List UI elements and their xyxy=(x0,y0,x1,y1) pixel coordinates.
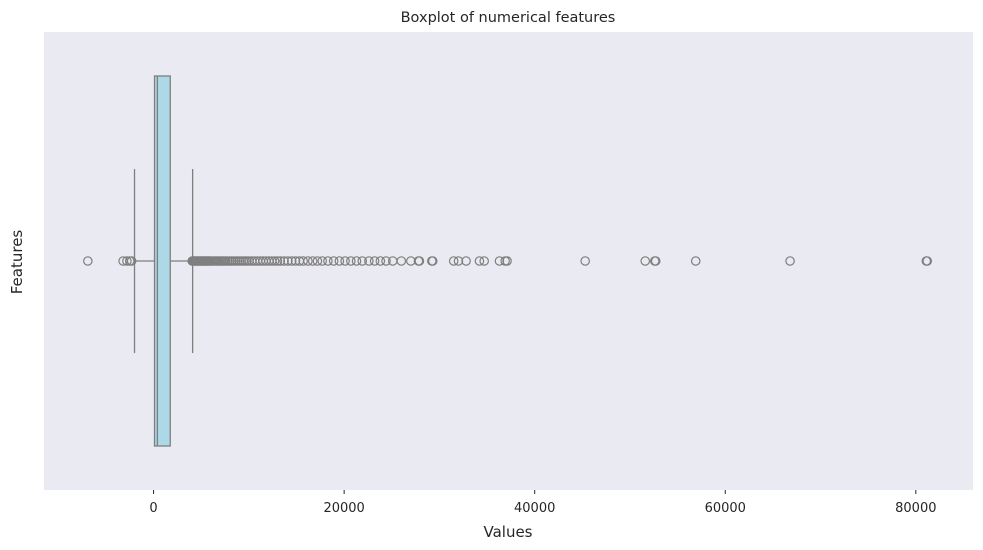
outlier-point xyxy=(307,256,318,266)
outlier-point xyxy=(494,256,505,266)
outlier-point xyxy=(479,256,489,266)
outlier-point xyxy=(922,256,933,266)
x-tick-label: 0 xyxy=(149,501,157,516)
outlier-point xyxy=(269,256,280,266)
outlier-point xyxy=(283,256,293,266)
x-tick-label: 80000 xyxy=(895,501,936,516)
outlier-point xyxy=(290,256,301,266)
outlier-point xyxy=(453,256,464,266)
chart-title: Boxplot of numerical features xyxy=(401,10,616,26)
outlier-point xyxy=(83,256,93,266)
outlier-point xyxy=(427,256,438,266)
outlier-point xyxy=(351,256,362,266)
outlier-point xyxy=(323,256,333,266)
outlier-point xyxy=(275,256,286,266)
outlier-point xyxy=(502,256,512,266)
outlier-point xyxy=(580,256,590,266)
outlier-point xyxy=(279,256,289,266)
outlier-point xyxy=(312,256,323,266)
outlier-point xyxy=(286,256,297,266)
outlier-point xyxy=(690,256,701,266)
outlier-point xyxy=(785,256,795,266)
outlier-point xyxy=(396,256,407,266)
outlier-point xyxy=(357,256,368,266)
outlier-point xyxy=(369,256,380,266)
x-axis-label: Values xyxy=(483,523,532,541)
outlier-point xyxy=(298,256,308,266)
plot-marks xyxy=(83,75,933,447)
outlier-point xyxy=(126,256,137,266)
x-tick-label: 40000 xyxy=(514,501,555,516)
outlier-point xyxy=(364,256,374,266)
outlier-point xyxy=(340,256,350,266)
outlier-point xyxy=(272,256,283,266)
outlier-point xyxy=(461,256,471,266)
outlier-point xyxy=(346,256,356,266)
y-axis-label: Features xyxy=(8,230,26,295)
outlier-point xyxy=(650,256,661,266)
outlier-point xyxy=(474,256,485,266)
x-axis-ticks: 0 20000 40000 60000 80000 xyxy=(149,490,937,516)
outlier-point xyxy=(640,256,651,266)
outlier-point xyxy=(303,256,313,266)
outlier-point xyxy=(381,256,391,266)
outlier-point xyxy=(317,256,328,266)
x-tick-label: 60000 xyxy=(705,501,746,516)
box-iqr xyxy=(153,75,171,447)
outlier-point xyxy=(448,256,459,266)
outlier-point xyxy=(334,256,345,266)
x-tick-label: 20000 xyxy=(323,501,364,516)
outlier-point xyxy=(122,256,132,266)
outlier-point xyxy=(375,256,386,266)
outlier-point xyxy=(328,256,339,266)
outlier-point xyxy=(414,256,425,266)
